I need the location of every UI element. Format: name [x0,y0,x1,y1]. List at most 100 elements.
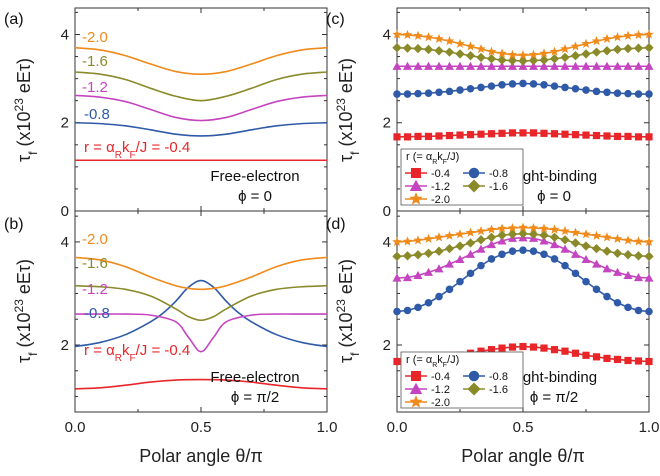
star-marker [539,48,549,58]
diamond-marker [623,250,633,260]
legend-title: r (= αRkF/J) [406,354,459,369]
legend-entry: -1.6 [463,179,508,193]
star-marker [486,224,497,234]
circle-marker [477,83,485,92]
circle-marker [634,306,643,315]
circle-marker [508,247,517,255]
circle-marker [468,167,480,179]
legend-label: -0.4 [431,371,450,383]
y-tick-label: 4 [383,26,391,43]
circle-marker [645,307,653,316]
star-marker [633,29,644,39]
y-tick-label: 2 [61,115,69,132]
star-marker [444,36,455,46]
star-marker [581,229,591,239]
triangle-marker [466,61,476,70]
square-marker [592,131,601,140]
star-marker [623,30,633,40]
circle-marker [403,90,412,98]
diamond-marker [528,55,539,66]
triangle-marker [497,61,507,70]
diamond-marker [476,235,486,245]
legend: r (= αRkF/J) -0.4 -0.8 -1.2 -1.6 -2.0 [400,148,524,206]
diamond-marker [413,43,423,54]
triangle-marker [455,61,465,70]
circle-marker [456,277,464,286]
star-marker [518,222,528,232]
triangle-marker [539,236,549,245]
star-marker [623,235,633,245]
diamond-marker [549,54,560,64]
diamond-marker [423,44,434,55]
square-marker [487,346,496,354]
square-marker [624,356,632,365]
triangle-marker [403,61,413,70]
triangle-marker [550,240,559,249]
circle-marker [571,269,580,278]
triangle-marker [434,61,444,70]
triangle-marker [392,61,402,70]
square-marker [529,129,538,137]
star-marker [476,44,486,54]
triangle-marker [644,61,654,70]
square-marker [411,371,421,381]
diamond-marker [486,54,497,64]
circle-marker [582,86,590,94]
triangle-marker [409,382,423,394]
panel-label: (d) [326,216,346,233]
star-marker [434,33,444,43]
legend-entry: -0.4 [405,371,450,383]
star-marker [528,49,539,59]
triangle-marker [623,61,633,70]
star-marker [444,230,455,240]
star-marker [560,44,570,54]
y-tick-label: 2 [383,337,391,354]
diamond-marker [392,43,402,53]
circle-marker [634,90,643,98]
square-marker [498,129,506,137]
diamond-marker [570,238,581,248]
star-marker [413,30,423,40]
circle-marker [592,285,601,294]
square-marker [519,129,527,137]
circle-marker [424,298,433,307]
circle-marker [393,90,401,98]
x-tick-label: 0.5 [191,419,212,436]
star-marker [423,32,434,42]
legend-entry: -1.2 [405,382,450,396]
series-label: -1.2 [82,281,108,298]
legend-label: -1.6 [489,384,508,396]
star-marker [581,38,591,48]
circle-marker [540,81,548,89]
triangle-marker [560,61,570,70]
star-marker [644,29,654,39]
star-marker [507,222,518,233]
series-label: -2.0 [82,29,108,46]
legend-label: -0.8 [489,371,508,383]
square-marker [561,347,569,355]
star-marker [455,38,465,48]
series--0.4 [74,378,328,390]
star-marker [486,46,497,56]
circle-marker [613,89,622,97]
circle-marker [508,80,517,88]
triangle-marker [570,249,580,258]
legend-entry: -0.8 [463,370,508,383]
star-marker [539,223,549,233]
series--1.6 [392,43,654,66]
star-marker [518,50,528,60]
series--1.2 [74,313,327,353]
series-line [74,71,328,102]
diamond-marker [560,235,570,245]
square-marker [487,130,496,138]
square-marker [477,130,485,138]
square-marker [519,342,527,351]
star-marker [612,233,623,243]
star-marker [476,226,486,236]
series-line [74,121,328,137]
diamond-marker [507,55,518,66]
legend-label: -1.2 [431,181,450,193]
star-marker [497,223,507,233]
diamond-marker [591,47,602,57]
annotation-text: Tight-binding [511,369,597,386]
